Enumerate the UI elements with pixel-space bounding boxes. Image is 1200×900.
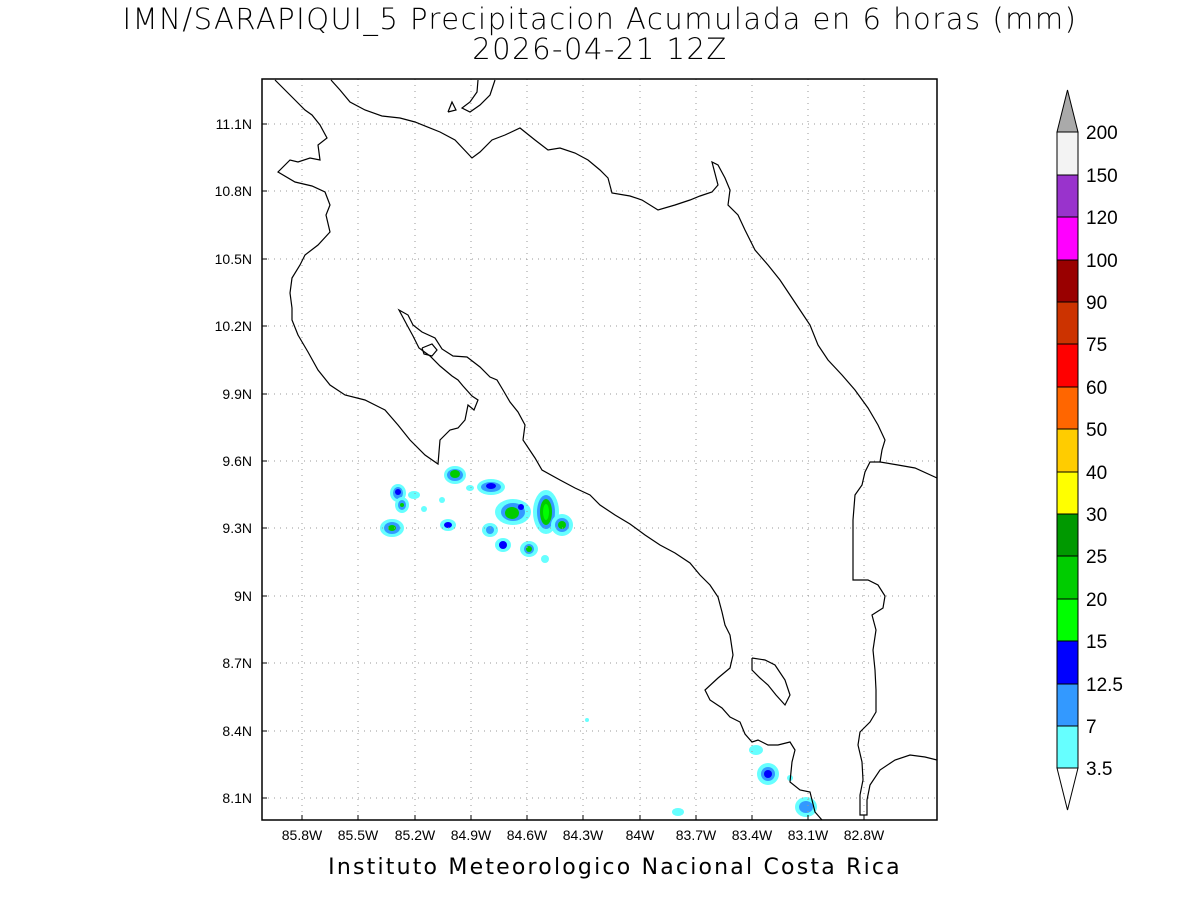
colorbar-label: 20 xyxy=(1086,590,1107,611)
colorbar-labels: 3.5 7 12.5 15 20 25 30 40 50 60 75 90 10… xyxy=(1086,123,1123,780)
lon-tick-label: 84.9W xyxy=(451,827,492,843)
precip-cell xyxy=(439,497,445,503)
lon-tick-label: 83.4W xyxy=(732,827,773,843)
colorbar-label: 50 xyxy=(1086,420,1107,441)
precip-cell xyxy=(408,491,420,499)
colorbar-swatch xyxy=(1056,513,1079,557)
precip-cell xyxy=(551,514,573,536)
footer-credit: Instituto Meteorologico Nacional Costa R… xyxy=(328,855,902,880)
map-frame xyxy=(261,78,938,821)
coastline xyxy=(274,79,937,820)
colorbar-label: 90 xyxy=(1086,293,1107,314)
colorbar-lower-triangle xyxy=(1056,767,1079,811)
colorbar-swatch xyxy=(1056,725,1079,769)
colorbar-swatch xyxy=(1056,343,1079,388)
lat-tick-label: 8.1N xyxy=(222,790,252,806)
colorbar-upper-triangle xyxy=(1056,89,1079,133)
colorbar-swatch xyxy=(1056,386,1079,430)
colorbar-label: 200 xyxy=(1086,123,1118,144)
colorbar-label: 30 xyxy=(1086,505,1107,526)
colorbar-label: 150 xyxy=(1086,166,1118,187)
precip-cell xyxy=(533,490,559,534)
colorbar-label: 12.5 xyxy=(1086,675,1123,696)
latitude-labels: 11.1N 10.8N 10.5N 10.2N 9.9N 9.6N 9.3N 9… xyxy=(215,116,252,806)
colorbar-swatch xyxy=(1056,555,1079,600)
precip-cell xyxy=(495,499,531,525)
grid-lines xyxy=(262,79,937,820)
precip-cell xyxy=(749,745,763,755)
lon-tick-label: 82.8W xyxy=(844,827,885,843)
lat-tick-label: 9N xyxy=(234,588,252,604)
colorbar-swatch xyxy=(1056,174,1079,218)
longitude-labels: 85.8W 85.5W 85.2W 84.9W 84.6W 84.3W 84W … xyxy=(282,827,885,843)
lon-tick-label: 85.2W xyxy=(395,827,436,843)
lon-tick-label: 84.6W xyxy=(507,827,548,843)
tick-marks xyxy=(262,123,865,820)
map-date: 2026-04-21 12Z xyxy=(472,32,728,66)
colorbar-swatch xyxy=(1056,640,1079,685)
colorbar-label: 15 xyxy=(1086,632,1107,653)
lat-tick-label: 9.6N xyxy=(222,453,252,469)
precip-cell xyxy=(395,497,409,513)
lat-tick-label: 11.1N xyxy=(216,116,252,132)
lat-tick-label: 9.9N xyxy=(222,386,252,402)
lon-tick-label: 83.1W xyxy=(788,827,829,843)
lon-tick-label: 84W xyxy=(626,827,656,843)
colorbar-label: 100 xyxy=(1086,251,1118,272)
precip-cell xyxy=(444,466,466,484)
lon-tick-label: 84.3W xyxy=(563,827,604,843)
colorbar-swatch xyxy=(1056,428,1079,473)
colorbar-label: 25 xyxy=(1086,547,1107,568)
precip-cell xyxy=(541,555,549,563)
colorbar-swatch xyxy=(1056,131,1079,176)
lat-tick-label: 10.2N xyxy=(215,318,252,334)
colorbar-label: 60 xyxy=(1086,378,1107,399)
precip-cell xyxy=(482,523,498,537)
precip-cell xyxy=(466,485,474,491)
precip-cell xyxy=(477,479,505,495)
lat-tick-label: 8.4N xyxy=(222,723,252,739)
lat-tick-label: 10.5N xyxy=(215,251,252,267)
colorbar xyxy=(1056,89,1079,811)
colorbar-label: 40 xyxy=(1086,463,1107,484)
colorbar-swatch xyxy=(1056,301,1079,345)
map-title: IMN/SARAPIQUI_5 Precipitacion Acumulada … xyxy=(122,2,1078,36)
colorbar-label: 75 xyxy=(1086,335,1107,356)
precip-cell xyxy=(390,484,406,502)
precip-cell xyxy=(440,519,456,531)
precip-cell xyxy=(520,541,538,557)
colorbar-swatch xyxy=(1056,259,1079,303)
colorbar-swatch xyxy=(1056,216,1079,261)
colorbar-label: 120 xyxy=(1086,208,1118,229)
precip-cell xyxy=(380,519,404,537)
lat-tick-label: 10.8N xyxy=(215,183,252,199)
lon-tick-label: 85.8W xyxy=(282,827,323,843)
precip-cell xyxy=(757,763,779,785)
colorbar-swatch xyxy=(1056,471,1079,515)
precip-cell xyxy=(421,506,427,512)
precip-cell xyxy=(795,797,817,817)
precip-cell xyxy=(672,808,684,816)
colorbar-label: 7 xyxy=(1086,717,1097,738)
lon-tick-label: 85.5W xyxy=(338,827,379,843)
lat-tick-label: 8.7N xyxy=(222,655,252,671)
lon-tick-label: 83.7W xyxy=(676,827,717,843)
colorbar-swatch xyxy=(1056,683,1079,727)
precipitation-field xyxy=(380,466,817,817)
colorbar-swatch xyxy=(1056,598,1079,642)
precip-cell xyxy=(495,538,511,552)
colorbar-label: 3.5 xyxy=(1086,759,1112,780)
precip-cell xyxy=(585,718,589,722)
lat-tick-label: 9.3N xyxy=(222,520,252,536)
